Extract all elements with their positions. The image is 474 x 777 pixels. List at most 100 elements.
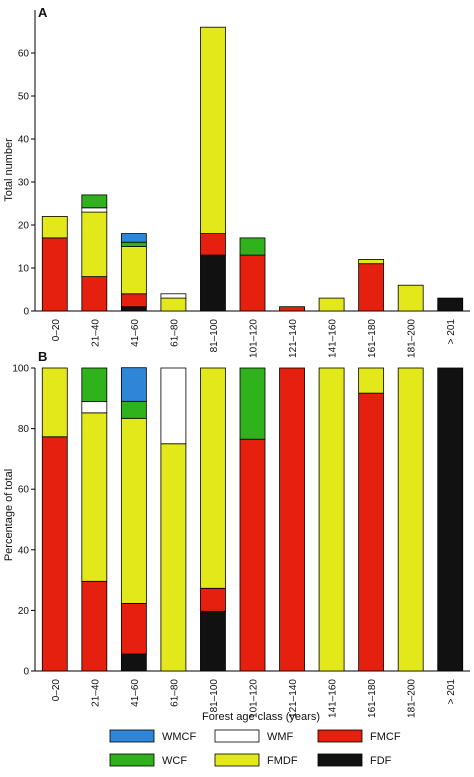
panel-b-bar-fmdf-9 bbox=[397, 367, 424, 672]
legend-label-wmcf: WMCF bbox=[162, 731, 196, 743]
panel-b-bar-fdf-10 bbox=[437, 367, 464, 672]
panel-a-y-tick-label: 10 bbox=[18, 264, 30, 275]
panel-a-y-axis-title: Total number bbox=[3, 138, 15, 202]
panel-b-bar-fmcf-5 bbox=[239, 438, 266, 672]
panel-b-x-tick-label: 161–180 bbox=[367, 679, 378, 718]
panel-b-x-tick-label: 41–60 bbox=[130, 679, 141, 707]
panel-a-bar-fmcf-8 bbox=[358, 263, 385, 312]
panel-a-bar-fmdf-0 bbox=[41, 215, 68, 239]
panel-b-bar-fmdf-4 bbox=[200, 367, 226, 589]
panel-a-y-tick-label: 20 bbox=[18, 221, 30, 232]
panel-a-x-tick-label: 101–120 bbox=[249, 319, 260, 358]
panel-a-letter: A bbox=[38, 5, 48, 20]
legend-label-wmf: WMF bbox=[267, 731, 294, 743]
panel-b-bar-fmdf-3 bbox=[160, 443, 187, 672]
panel-b-x-axis-title: Forest age class (years) bbox=[202, 711, 320, 723]
panel-b-x-tick-label: 181–200 bbox=[407, 679, 418, 718]
panel-b-bar-fmdf-7 bbox=[318, 367, 345, 672]
panel-a-x-tick-label: 81–100 bbox=[209, 319, 220, 353]
panel-b-x-tick-label: 81–100 bbox=[209, 679, 220, 713]
panel-b-x-tick-label: 141–160 bbox=[328, 679, 339, 718]
panel-a-y-tick-label: 50 bbox=[18, 92, 30, 103]
panel-a-bar-wmf-1 bbox=[81, 207, 108, 213]
legend-swatch-wcf bbox=[109, 753, 155, 767]
legend-swatch-fdf bbox=[317, 753, 363, 767]
panel-a-bar-wcf-1 bbox=[81, 194, 108, 209]
panel-a-bar-fmdf-7 bbox=[318, 297, 345, 312]
legend-swatch-fmdf bbox=[214, 753, 260, 767]
panel-a-bar-fmcf-4 bbox=[200, 233, 226, 256]
panel-a-bar-fmcf-1 bbox=[81, 276, 108, 312]
panel-a-bar-wmcf-2 bbox=[120, 233, 147, 243]
panel-a-bar-fdf-10 bbox=[437, 297, 464, 312]
panel-b-bar-wcf-1 bbox=[81, 367, 108, 403]
panel-a-bar-fmcf-6 bbox=[279, 306, 305, 312]
panel-b-bar-wmf-3 bbox=[160, 367, 187, 445]
panel-a-x-tick-label: > 201 bbox=[446, 319, 457, 345]
panel-a-y-tick-label: 60 bbox=[18, 49, 30, 60]
panel-b-bar-fdf-4 bbox=[200, 610, 226, 672]
panel-a-x-tick-label: 161–180 bbox=[367, 319, 378, 358]
panel-b-y-tick-label: 0 bbox=[23, 667, 29, 678]
panel-b-y-tick-label: 60 bbox=[18, 485, 30, 496]
panel-a-y-tick-label: 30 bbox=[18, 178, 30, 189]
panel-b-bar-fdf-2 bbox=[120, 653, 147, 672]
panel-a-bar-fdf-2 bbox=[120, 306, 147, 312]
panel-a-bar-fdf-4 bbox=[200, 254, 226, 312]
legend-swatch-fmcf bbox=[317, 729, 363, 743]
panel-b-chart: B Percentage of total Forest age class (… bbox=[3, 349, 470, 723]
panel-b-x-tick-label: 21–40 bbox=[90, 679, 101, 707]
panel-b-bar-wmcf-2 bbox=[120, 367, 147, 402]
panel-a-x-tick-label: 41–60 bbox=[130, 319, 141, 347]
panel-b-bar-fmdf-8 bbox=[358, 367, 385, 394]
panel-a-x-tick-label: 141–160 bbox=[328, 319, 339, 358]
panel-a-bar-fmcf-5 bbox=[239, 254, 266, 312]
panel-b-bar-fmcf-6 bbox=[279, 367, 305, 672]
panel-b-bar-fmcf-8 bbox=[358, 392, 385, 672]
panel-b-x-tick-label: > 201 bbox=[446, 679, 457, 705]
panel-b-bar-fmcf-2 bbox=[120, 603, 147, 655]
panel-a-x-tick-label: 121–140 bbox=[288, 319, 299, 358]
panel-b-x-tick-label: 61–80 bbox=[169, 679, 180, 707]
legend-label-fdf: FDF bbox=[370, 755, 392, 767]
panel-a-bar-fmdf-1 bbox=[81, 211, 108, 278]
panel-a-x-tick-label: 181–200 bbox=[407, 319, 418, 358]
panel-b-y-tick-label: 40 bbox=[18, 545, 30, 556]
panel-b-y-tick-label: 100 bbox=[12, 364, 29, 375]
panel-b-bar-fmcf-1 bbox=[81, 580, 108, 672]
panel-b-letter: B bbox=[38, 349, 47, 364]
panel-b-bar-fmdf-1 bbox=[81, 412, 108, 582]
panel-a-bar-fmcf-2 bbox=[120, 293, 147, 308]
panel-b-bar-wcf-2 bbox=[120, 400, 147, 419]
panel-b-bar-wmf-1 bbox=[81, 401, 108, 414]
panel-b-x-tick-label: 101–120 bbox=[249, 679, 260, 718]
panel-a-bar-fmdf-8 bbox=[358, 258, 385, 265]
panel-a-bar-fmdf-4 bbox=[200, 26, 226, 234]
panel-b-y-tick-label: 20 bbox=[18, 606, 30, 617]
panel-b-bar-wcf-5 bbox=[239, 367, 266, 440]
panel-a-bar-fmdf-2 bbox=[120, 246, 147, 295]
panel-b-bar-fmcf-4 bbox=[200, 587, 226, 612]
panel-a-bar-fmcf-0 bbox=[41, 237, 68, 312]
panel-a-y-tick-label: 40 bbox=[18, 135, 30, 146]
panel-b-bar-fmdf-0 bbox=[41, 367, 68, 438]
panel-b-bar-fmdf-2 bbox=[120, 417, 147, 604]
panel-a-x-tick-label: 21–40 bbox=[90, 319, 101, 347]
panel-b-y-axis-title: Percentage of total bbox=[3, 469, 15, 561]
legend-label-wcf: WCF bbox=[162, 755, 187, 767]
panel-b-y-tick-label: 80 bbox=[18, 424, 30, 435]
panel-a-bar-fmdf-9 bbox=[397, 284, 424, 312]
panel-a-x-tick-label: 61–80 bbox=[169, 319, 180, 347]
legend-swatch-wmf bbox=[214, 729, 260, 743]
panel-a-bar-wmf-3 bbox=[160, 293, 187, 299]
panel-a-chart: A Total number 0 10 20 30 40 50 60 0–20 21–40 41–… bbox=[3, 5, 470, 358]
panel-b-bar-fmcf-0 bbox=[41, 436, 68, 672]
panel-a-x-tick-label: 0–20 bbox=[51, 319, 62, 342]
legend: WMCF WMF FMCF WCF FMDF FDF bbox=[109, 729, 401, 767]
panel-a-y-tick-label: 0 bbox=[23, 307, 29, 318]
panel-b-x-tick-label: 0–20 bbox=[51, 679, 62, 702]
panel-b-x-tick-label: 121–140 bbox=[288, 679, 299, 718]
legend-label-fmcf: FMCF bbox=[370, 731, 401, 743]
legend-label-fmdf: FMDF bbox=[267, 755, 298, 767]
